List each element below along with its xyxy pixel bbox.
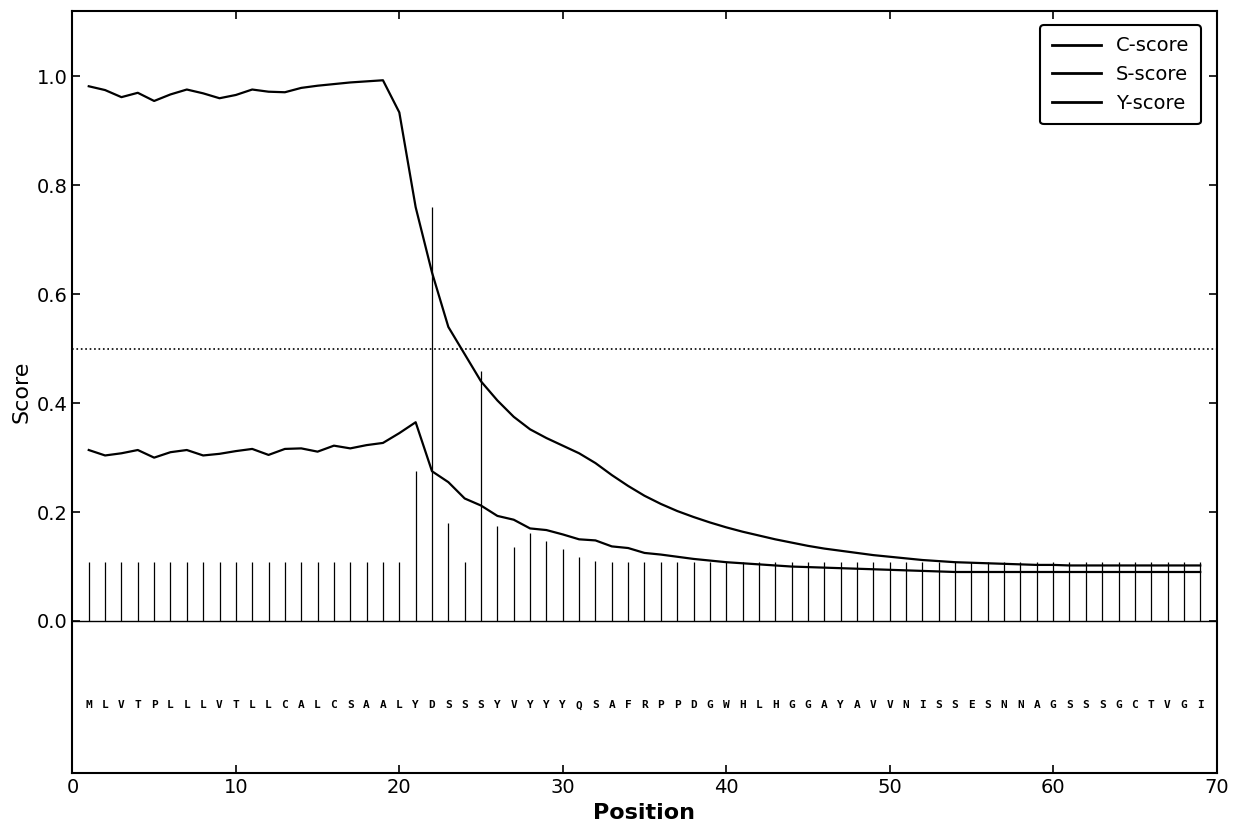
Text: A: A xyxy=(298,701,305,711)
Text: L: L xyxy=(102,701,108,711)
Text: V: V xyxy=(887,701,893,711)
Text: L: L xyxy=(184,701,190,711)
Text: L: L xyxy=(755,701,763,711)
Text: Y: Y xyxy=(494,701,501,711)
Text: S: S xyxy=(935,701,942,711)
Text: H: H xyxy=(771,701,779,711)
Text: M: M xyxy=(86,701,92,711)
Text: P: P xyxy=(657,701,665,711)
Text: C: C xyxy=(1131,701,1138,711)
Text: Y: Y xyxy=(559,701,567,711)
Text: Q: Q xyxy=(575,701,583,711)
Text: A: A xyxy=(853,701,861,711)
Text: L: L xyxy=(249,701,255,711)
Text: T: T xyxy=(134,701,141,711)
Text: A: A xyxy=(609,701,615,711)
Text: S: S xyxy=(461,701,467,711)
Text: A: A xyxy=(363,701,370,711)
Text: G: G xyxy=(1115,701,1122,711)
Text: C: C xyxy=(281,701,288,711)
Text: N: N xyxy=(1017,701,1024,711)
Text: V: V xyxy=(216,701,223,711)
Text: S: S xyxy=(1066,701,1073,711)
Text: L: L xyxy=(314,701,321,711)
Text: S: S xyxy=(951,701,959,711)
Text: T: T xyxy=(232,701,239,711)
Text: G: G xyxy=(1180,701,1187,711)
Text: Y: Y xyxy=(412,701,419,711)
Text: D: D xyxy=(429,701,435,711)
Text: V: V xyxy=(1164,701,1171,711)
Text: H: H xyxy=(739,701,746,711)
Text: A: A xyxy=(821,701,827,711)
Text: S: S xyxy=(347,701,353,711)
Text: P: P xyxy=(673,701,681,711)
Text: F: F xyxy=(625,701,631,711)
Text: G: G xyxy=(805,701,811,711)
Text: G: G xyxy=(1050,701,1056,711)
Text: I: I xyxy=(919,701,926,711)
Y-axis label: Score: Score xyxy=(11,361,31,424)
Text: G: G xyxy=(789,701,795,711)
Text: A: A xyxy=(1033,701,1040,711)
Text: S: S xyxy=(445,701,451,711)
Text: N: N xyxy=(903,701,909,711)
Text: S: S xyxy=(985,701,991,711)
Text: L: L xyxy=(167,701,174,711)
Text: I: I xyxy=(1197,701,1204,711)
Text: N: N xyxy=(1001,701,1007,711)
Text: L: L xyxy=(396,701,403,711)
Text: G: G xyxy=(707,701,713,711)
Text: S: S xyxy=(477,701,485,711)
Text: E: E xyxy=(968,701,975,711)
Text: V: V xyxy=(511,701,517,711)
Text: S: S xyxy=(1099,701,1106,711)
Text: T: T xyxy=(1148,701,1154,711)
Text: V: V xyxy=(118,701,125,711)
Text: C: C xyxy=(331,701,337,711)
Text: A: A xyxy=(379,701,387,711)
Legend: C-score, S-score, Y-score: C-score, S-score, Y-score xyxy=(1040,25,1202,124)
Text: S: S xyxy=(591,701,599,711)
Text: S: S xyxy=(1083,701,1089,711)
Text: Y: Y xyxy=(837,701,844,711)
Text: D: D xyxy=(691,701,697,711)
Text: V: V xyxy=(870,701,877,711)
Text: L: L xyxy=(265,701,272,711)
X-axis label: Position: Position xyxy=(594,803,696,823)
Text: Y: Y xyxy=(527,701,533,711)
Text: P: P xyxy=(151,701,157,711)
Text: Y: Y xyxy=(543,701,549,711)
Text: W: W xyxy=(723,701,729,711)
Text: L: L xyxy=(200,701,207,711)
Text: R: R xyxy=(641,701,647,711)
